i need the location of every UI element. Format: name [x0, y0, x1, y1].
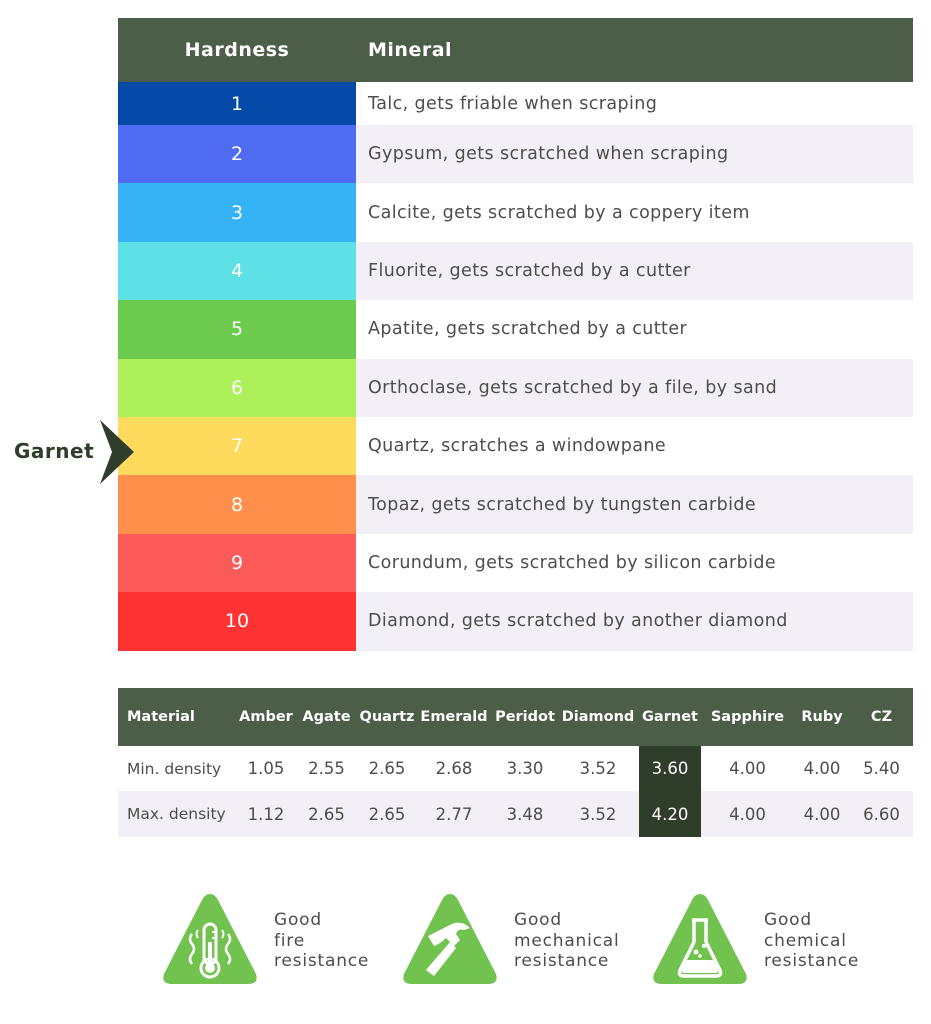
density-value: 5.40	[863, 759, 900, 778]
mineral-description: Apatite, gets scratched by a cutter	[368, 319, 688, 340]
hardness-row: 4 Fluorite, gets scratched by a cutter	[118, 241, 913, 301]
density-column-header: Sapphire	[710, 709, 785, 725]
hardness-row: 3 Calcite, gets scratched by a coppery it…	[118, 183, 913, 242]
hardness-row: 5 Apatite, gets scratched by a cutter	[118, 300, 913, 359]
mineral-description: Quartz, scratches a windowpane	[368, 436, 667, 457]
density-value: 4.00	[729, 804, 766, 824]
hammer-icon	[403, 894, 497, 984]
density-value: 3.52	[579, 804, 617, 824]
hardness-table: Hardness Mineral 1 Talc, gets friable whe…	[118, 18, 913, 651]
hardness-value: 2	[118, 125, 356, 184]
fire-resistance-property: Good fire resistance	[160, 890, 369, 988]
property-line: Good	[274, 910, 322, 930]
hardness-value: 5	[118, 300, 356, 359]
hardness-row: 9 Corundum, gets scratched by silicon car…	[118, 533, 913, 593]
density-column-header: Quartz	[359, 709, 415, 725]
flask-icon	[653, 894, 747, 984]
mineral-description: Diamond, gets scratched by another diamo…	[356, 592, 913, 651]
garnet-marker-label: Garnet	[14, 439, 95, 463]
mineral-description: Corundum, gets scratched by silicon carb…	[368, 552, 777, 573]
density-value: 3.30	[506, 759, 544, 778]
density-row-label: Min. density	[127, 759, 222, 778]
property-line: resistance	[514, 951, 610, 971]
chemical-resistance-property: Good chemical resistance	[650, 890, 859, 988]
property-line: Good	[764, 910, 812, 930]
hardness-row: 2 Gypsum, gets scratched when scraping	[118, 125, 913, 184]
hardness-value: 10	[118, 592, 356, 651]
density-value: 1.12	[247, 804, 285, 824]
mechanical-resistance-property: Good mechanical resistance	[400, 890, 620, 988]
density-column-header: Peridot	[495, 709, 555, 725]
property-line: mechanical	[514, 930, 620, 951]
hardness-value: 6	[118, 358, 356, 417]
hardness-row: 10 Diamond, gets scratched by another dia…	[118, 592, 913, 651]
density-value: 1.05	[247, 759, 285, 778]
density-column-header: Ruby	[801, 709, 843, 725]
density-value-highlighted: 3.60	[639, 746, 701, 791]
density-column-header: CZ	[870, 709, 893, 725]
hardness-column-header: Hardness	[184, 39, 290, 61]
hardness-row: 7 Quartz, scratches a windowpane	[118, 416, 913, 476]
density-value: 6.60	[863, 804, 900, 824]
mineral-description: Orthoclase, gets scratched by a file, by…	[356, 358, 913, 417]
thermometer-icon	[163, 894, 257, 984]
hardness-value: 9	[118, 533, 356, 593]
hardness-table-header: Hardness Mineral	[118, 18, 913, 82]
property-line: resistance	[274, 951, 370, 971]
hardness-value: 1	[118, 82, 356, 125]
density-value: 2.65	[308, 804, 345, 824]
chemical-resistance-text: Good chemical resistance	[764, 910, 859, 988]
density-table-header: Material Amber Agate Quartz Emerald Peridot Di…	[118, 688, 913, 746]
hardness-value: 3	[118, 183, 356, 242]
property-line: resistance	[764, 951, 860, 971]
density-value-highlighted: 4.20	[639, 791, 701, 837]
density-value: 3.48	[506, 804, 544, 824]
mineral-description: Topaz, gets scratched by tungsten carbid…	[356, 475, 913, 534]
hardness-value: 4	[118, 241, 356, 301]
density-row-label: Max. density	[127, 805, 226, 823]
hardness-row: 1 Talc, gets friable when scraping	[118, 82, 913, 125]
density-value: 2.65	[368, 804, 406, 824]
density-value: 2.77	[435, 804, 473, 824]
hardness-value: 7	[118, 416, 356, 476]
density-value: 4.00	[803, 804, 841, 824]
density-value: 4.00	[729, 759, 766, 778]
mineral-description: Gypsum, gets scratched when scraping	[356, 125, 913, 184]
property-line: Good	[514, 910, 562, 930]
density-column-header: Emerald	[420, 709, 488, 725]
density-row: Min. density 1.05 2.55 2.65 2.68 3.30 3.52 3.60…	[118, 746, 913, 791]
density-column-header: Material	[127, 709, 195, 725]
density-value: 2.65	[368, 759, 406, 778]
mechanical-resistance-text: Good mechanical resistance	[514, 910, 620, 988]
density-table: Material Amber Agate Quartz Emerald Peridot Di…	[118, 688, 913, 837]
mineral-description: Fluorite, gets scratched by a cutter	[356, 241, 913, 301]
hardness-row: 8 Topaz, gets scratched by tungsten carbi…	[118, 475, 913, 534]
marker-arrow-icon	[100, 420, 134, 484]
density-row: Max. density 1.12 2.65 2.65 2.77 3.48 3.52 4.20…	[118, 791, 913, 837]
mineral-column-header: Mineral	[368, 39, 453, 61]
hardness-row: 6 Orthoclase, gets scratched by a file, b…	[118, 358, 913, 417]
density-column-header: Agate	[302, 709, 351, 725]
hardness-value: 8	[118, 475, 356, 534]
density-value: 3.52	[579, 759, 617, 778]
property-line: chemical	[764, 930, 847, 951]
property-line: fire	[274, 930, 305, 951]
density-column-header: Amber	[239, 709, 293, 725]
fire-resistance-text: Good fire resistance	[274, 910, 369, 988]
density-column-header: Diamond	[561, 709, 635, 725]
mineral-description: Talc, gets friable when scraping	[368, 93, 658, 114]
mineral-description: Calcite, gets scratched by a coppery ite…	[368, 202, 750, 223]
density-value: 4.00	[803, 759, 841, 778]
density-value: 2.68	[435, 759, 473, 778]
density-value: 2.55	[308, 759, 345, 778]
density-column-header: Garnet	[642, 709, 698, 725]
